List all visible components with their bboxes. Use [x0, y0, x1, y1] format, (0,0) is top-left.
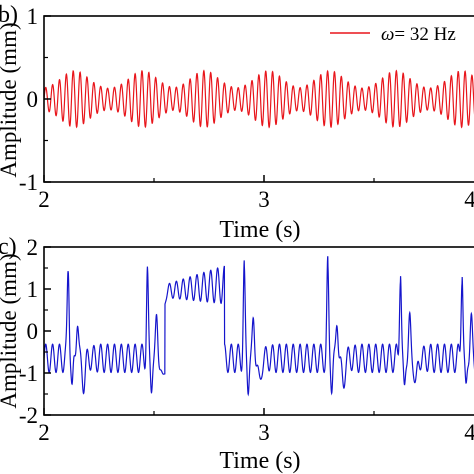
panel-c-tick-labels: 2 3 4 -2 -1 0 1 2	[19, 235, 474, 445]
panel-b-y-tick-label: 0	[27, 87, 39, 112]
panel-b: b) 2 3 4 -1 0 1 Time (s) Amplitude (mm) ω= 32…	[0, 2, 474, 243]
panel-b-label: b)	[0, 2, 18, 28]
panel-c-ticks	[43, 246, 375, 416]
panel-b-series-area	[44, 69, 474, 129]
panel-c-series-line	[44, 256, 474, 397]
panel-c-series-area	[44, 256, 474, 397]
panel-b-legend: ω= 32 Hz	[330, 24, 456, 45]
panel-b-ticks	[43, 15, 375, 183]
panel-c-x-tick-label: 2	[38, 420, 50, 445]
panel-c-x-axis-label: Time (s)	[219, 448, 300, 474]
panel-c-y-tick-label: 0	[27, 319, 39, 344]
legend-omega-symbol: ω	[381, 24, 394, 45]
panel-b-tick-labels: 2 3 4 -1 0 1	[19, 4, 474, 212]
panel-c: c) 2 3 4 -2 -1 0 1 2 Time (s) Amplitude (mm)	[0, 234, 474, 474]
panel-b-y-tick-label: 1	[27, 4, 39, 29]
panel-b-x-tick-label: 4	[464, 187, 474, 212]
panel-c-y-tick-label: 2	[27, 235, 39, 260]
panel-c-label: c)	[0, 234, 17, 260]
panel-b-y-axis-label: Amplitude (mm)	[0, 22, 21, 177]
panel-b-x-axis-label: Time (s)	[219, 217, 300, 243]
panel-c-y-axis-label: Amplitude (mm)	[0, 253, 21, 408]
panel-b-series-line	[44, 69, 474, 129]
panel-c-y-tick-label: -1	[19, 361, 38, 386]
panel-b-x-tick-label: 2	[38, 187, 50, 212]
panel-c-x-tick-label: 4	[464, 420, 474, 445]
panel-c-y-tick-label: -2	[19, 403, 38, 428]
panel-b-x-tick-label: 3	[258, 187, 270, 212]
panel-c-axes-frame	[43, 246, 474, 416]
panel-b-y-tick-label: -1	[19, 170, 38, 195]
panel-c-y-tick-label: 1	[27, 277, 39, 302]
legend-text: = 32 Hz	[394, 24, 455, 45]
panel-b-legend-entry: ω= 32 Hz	[381, 24, 456, 45]
panel-c-x-tick-label: 3	[258, 420, 270, 445]
